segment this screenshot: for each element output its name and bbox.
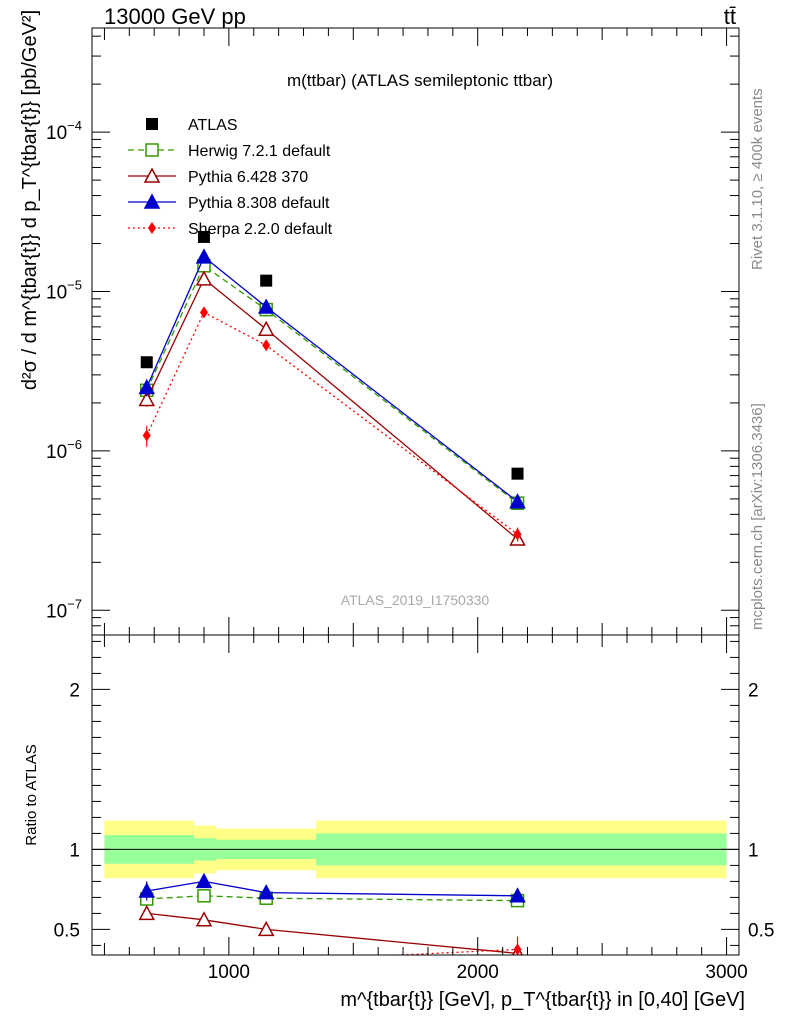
data-point [260, 274, 273, 287]
series-line [146, 311, 518, 535]
mcplots-label: mcplots.cern.ch [arXiv:1306.3436] [749, 403, 766, 630]
legend-label: Herwig 7.2.1 default [188, 143, 331, 160]
ratio-point [195, 911, 213, 927]
data-point [195, 270, 213, 286]
ratio-line [146, 880, 518, 897]
data-point [138, 390, 156, 407]
data-point [199, 306, 208, 319]
ratio-y-axis-label: Ratio to ATLAS [23, 744, 40, 845]
ratio-y-tick-label: 2 [69, 680, 80, 701]
ratio-point [513, 943, 522, 955]
ratio-point [143, 955, 151, 967]
data-point [509, 493, 526, 509]
x-axis-label: m^{tbar{t}} [GeV], p_T^{tbar{t}} in [0,4… [340, 989, 745, 1011]
legend-label: ATLAS [188, 117, 238, 134]
main-series [138, 230, 526, 546]
legend-label: Pythia 6.428 370 [188, 169, 308, 186]
data-point [197, 230, 210, 243]
legend-label: Pythia 8.308 default [188, 195, 330, 212]
main-axis-ticks [92, 28, 739, 636]
ratio-tick-labels: 0.5 0.5 1 1 2 2 1000 2000 3000 [54, 680, 775, 983]
legend-label: Sherpa 2.2.0 default [188, 221, 333, 238]
data-point [262, 339, 271, 352]
ratio-y-tick-label: 0.5 [54, 920, 80, 941]
ratio-panel-frame [91, 634, 740, 956]
header-right: tt̄ [724, 4, 736, 29]
y-tick-label: 10−6 [46, 437, 82, 463]
ratio-point [138, 904, 156, 921]
data-point [195, 248, 213, 264]
ratio-y-tick-label-right: 2 [748, 680, 759, 701]
legend: ATLAS Herwig 7.2.1 default Pythia 6.428 37… [128, 117, 333, 238]
ratio-line [146, 912, 518, 955]
series-line [146, 277, 518, 540]
ratio-line [146, 895, 518, 902]
y-tick-label: 10−4 [46, 118, 82, 144]
ratio-point [197, 889, 211, 903]
x-tick-label: 2000 [457, 962, 499, 983]
ratio-y-tick-label: 1 [69, 840, 80, 861]
series-line [146, 255, 518, 503]
ratio-point [195, 872, 213, 889]
legend-marker [143, 167, 161, 183]
header-left: 13000 GeV pp [104, 4, 246, 29]
watermark: ATLAS_2019_I1750330 [341, 592, 490, 608]
legend-marker [146, 118, 158, 130]
legend-marker [143, 193, 161, 209]
main-tick-labels: 10−7 10−6 10−5 10−4 [46, 118, 82, 622]
data-point [140, 356, 153, 369]
ratio-point [257, 920, 275, 937]
x-tick-label: 1000 [208, 962, 250, 983]
ratio-point [257, 884, 275, 900]
x-tick-label: 3000 [705, 962, 747, 983]
rivet-label: Rivet 3.1.10, ≥ 400k events [749, 88, 766, 270]
y-tick-label: 10−5 [46, 278, 82, 304]
ratio-point [509, 887, 526, 903]
ratio-series [138, 872, 526, 967]
legend-marker [145, 143, 159, 157]
legend-marker [148, 222, 156, 234]
data-point [138, 378, 156, 395]
data-point [513, 528, 522, 541]
ratio-y-tick-label-right: 0.5 [748, 920, 774, 941]
main-panel: m(ttbar) (ATLAS semileptonic ttbar) ATLA… [19, 10, 740, 636]
series-line [146, 264, 518, 504]
data-point [257, 320, 275, 336]
main-y-axis-label: d²σ / d m^{tbar{t}} d p_T^{tbar{t}} [pb/… [19, 10, 41, 390]
ratio-y-tick-label-right: 1 [748, 840, 759, 861]
ratio-axis-ticks [92, 635, 739, 955]
ratio-panel: 0.5 0.5 1 1 2 2 1000 2000 3000 Ratio to ATLAS m^… [23, 634, 775, 1011]
data-point [142, 429, 151, 442]
main-title: m(ttbar) (ATLAS semileptonic ttbar) [287, 71, 553, 90]
data-point [257, 298, 275, 314]
ratio-point [138, 882, 156, 898]
ratio-point [262, 955, 270, 967]
data-point [511, 467, 524, 480]
y-tick-label: 10−7 [46, 596, 82, 622]
